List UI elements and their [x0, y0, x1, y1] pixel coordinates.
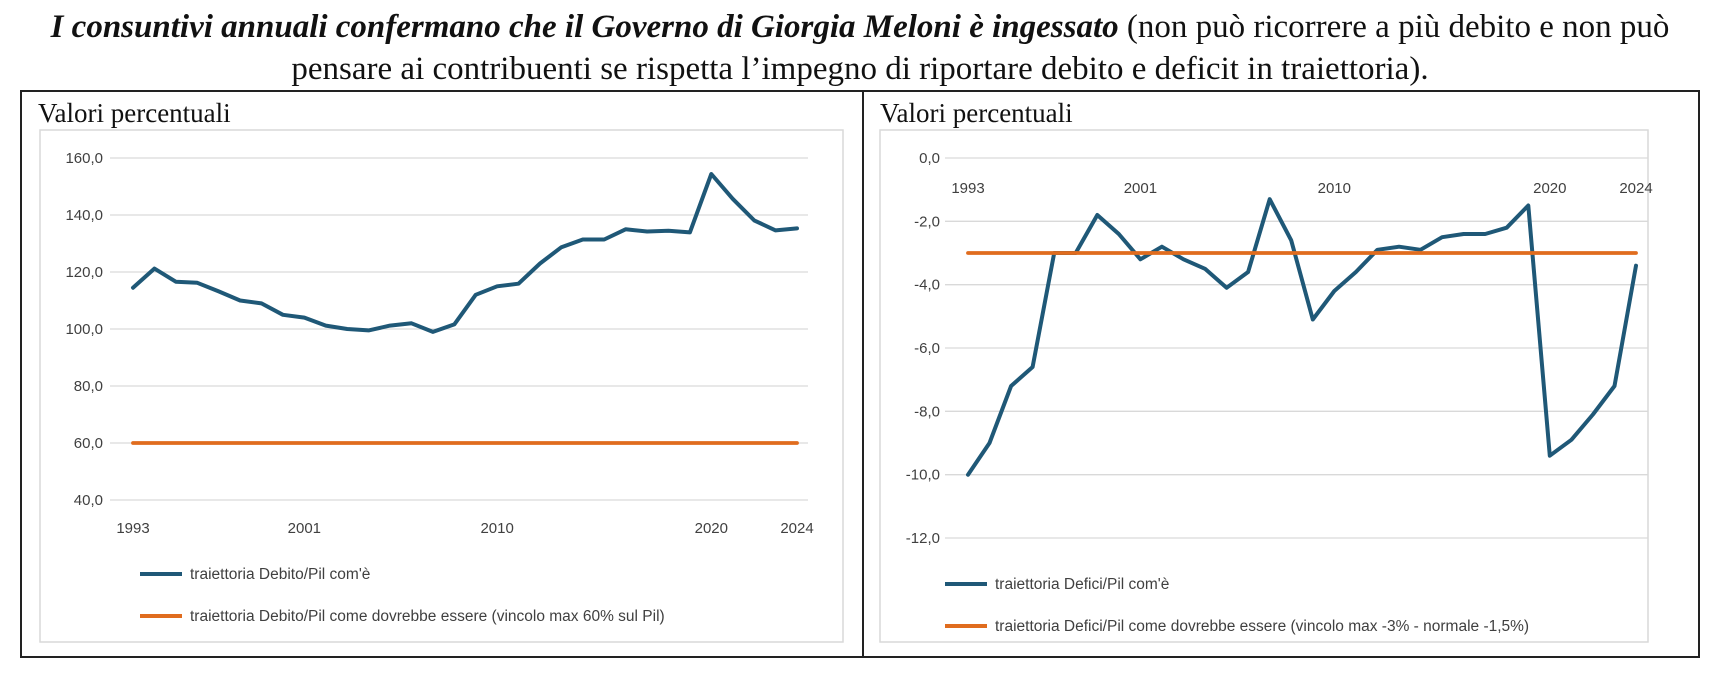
headline-rest: (non può ricorrere a più debito e non pu…	[291, 9, 1670, 87]
headline: I consuntivi annuali confermano che il G…	[0, 6, 1720, 90]
charts-divider	[862, 90, 864, 658]
debt-x-tick-label: 1993	[116, 520, 149, 537]
debt-y-tick-label: 140,0	[65, 207, 103, 224]
debt-y-tick-label: 100,0	[65, 321, 103, 338]
debt-x-tick-label: 2020	[695, 520, 728, 537]
deficit-legend-label: traiettoria Defici/Pil com'è	[995, 576, 1169, 593]
deficit-chart: 0,0 -2,0 -4,0 -6,0 -8,0 -10,0 -12,0 1993 2001 201…	[906, 150, 1653, 635]
left-chart-subtitle: Valori percentuali	[38, 98, 231, 128]
deficit-legend-label: traiettoria Defici/Pil come dovrebbe ess…	[995, 618, 1529, 635]
debt-y-tick-label: 80,0	[74, 378, 103, 395]
deficit-x-tick-label: 2010	[1318, 180, 1351, 197]
debt-x-tick-label: 2010	[480, 520, 513, 537]
debt-legend-label: traiettoria Debito/Pil come dovrebbe ess…	[190, 608, 665, 625]
debt-legend-label: traiettoria Debito/Pil com'è	[190, 566, 370, 583]
right-plot-area	[879, 129, 1649, 643]
debt-x-tick-label: 2001	[288, 520, 321, 537]
right-chart-subtitle: Valori percentuali	[880, 98, 1073, 128]
debt-chart: 160,0 140,0 120,0 100,0 80,0 60,0 40,0 1993 2001…	[65, 150, 813, 625]
deficit-y-tick-label: 0,0	[919, 150, 940, 167]
deficit-actual-line	[966, 197, 1638, 477]
debt-x-tick-label: 2024	[780, 520, 813, 537]
debt-actual-line	[131, 172, 799, 334]
deficit-y-tick-label: -4,0	[914, 277, 940, 294]
deficit-y-tick-label: -10,0	[906, 467, 940, 484]
deficit-y-tick-label: -2,0	[914, 213, 940, 230]
debt-y-tick-label: 60,0	[74, 435, 103, 452]
debt-y-tick-label: 160,0	[65, 150, 103, 167]
deficit-x-tick-label: 2001	[1124, 180, 1157, 197]
deficit-y-tick-label: -8,0	[914, 403, 940, 420]
debt-y-tick-label: 120,0	[65, 264, 103, 281]
deficit-y-tick-label: -6,0	[914, 340, 940, 357]
left-plot-area	[39, 129, 844, 643]
deficit-x-tick-label: 2024	[1619, 180, 1652, 197]
charts-frame	[20, 90, 1700, 658]
deficit-x-tick-label: 1993	[951, 180, 984, 197]
deficit-y-tick-label: -12,0	[906, 530, 940, 547]
debt-y-tick-label: 40,0	[74, 492, 103, 509]
deficit-x-tick-label: 2020	[1533, 180, 1566, 197]
headline-lead: I consuntivi annuali confermano che il G…	[50, 9, 1119, 45]
